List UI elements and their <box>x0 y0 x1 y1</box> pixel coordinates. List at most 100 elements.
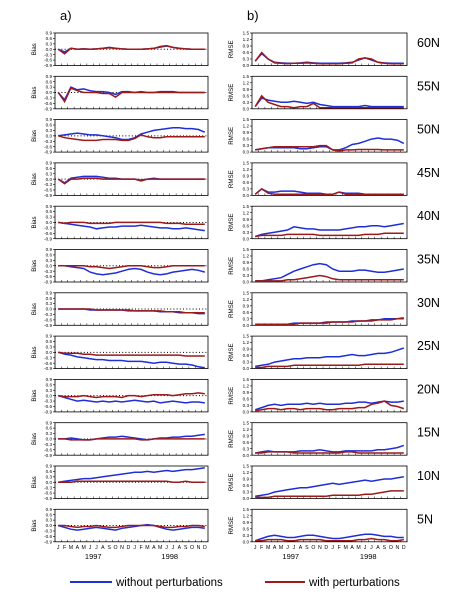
rmse-ylabel: RMSE <box>228 300 235 318</box>
bias-month-label: J <box>57 545 60 551</box>
rmse-ylabel: RMSE <box>228 170 235 188</box>
bias-ylabel: Bias <box>31 87 38 99</box>
bias-month-label: J <box>172 545 175 551</box>
rmse-ytick-label: 0.9 <box>243 347 250 352</box>
bias-ytick-label: 0.0 <box>46 307 53 312</box>
rmse-ylabel: RMSE <box>228 214 235 232</box>
bias-series-with <box>58 265 205 270</box>
rmse-ytick-label: 0.3 <box>243 316 250 321</box>
rmse-panel-60N: 1.51.2 0.90.6 0.30.0 RMSE <box>228 31 408 68</box>
rmse-ytick-label: 1.2 <box>243 470 250 475</box>
rmse-ytick-label: 1.2 <box>243 513 250 518</box>
rmse-ytick-label: 1.5 <box>243 290 250 295</box>
latitude-label: 35N <box>417 253 440 267</box>
bias-ytick-label: 0.6 <box>46 469 53 474</box>
bias-ytick-label: 0.3 <box>46 474 53 479</box>
bias-panel-35N: 0.90.60.30.0-0.3-0.6-0.9 Bias <box>31 247 209 285</box>
bias-panel-55N: 0.90.60.30.0-0.3-0.6-0.9 Bias <box>31 74 209 111</box>
bias-series-with <box>57 44 205 55</box>
bias-month-label: J <box>165 545 168 551</box>
rmse-series-with <box>254 187 404 196</box>
bias-month-label: F <box>63 545 66 551</box>
latitude-label: 60N <box>417 36 440 50</box>
bias-ytick-label: -0.3 <box>44 312 52 317</box>
bias-series-with <box>58 438 205 441</box>
bias-ytick-label: -0.6 <box>44 361 52 366</box>
bias-year-label: 1997 <box>85 552 102 561</box>
rmse-ytick-label: 0.6 <box>243 223 250 228</box>
bias-panel-25N: 0.90.60.30.0-0.3-0.6-0.9 Bias <box>31 334 209 371</box>
rmse-ytick-label: 1.5 <box>243 161 250 166</box>
bias-ytick-label: 0.0 <box>46 523 53 528</box>
rmse-ytick-label: 0.0 <box>243 150 250 155</box>
bias-ytick-label: -0.6 <box>44 317 52 322</box>
bias-ytick-label: -0.3 <box>44 139 52 144</box>
bias-series-with <box>58 351 205 357</box>
rmse-ylabel: RMSE <box>228 430 235 448</box>
rmse-ytick-label: 0.9 <box>243 217 250 222</box>
rmse-ytick-label: 0.0 <box>243 496 250 501</box>
bias-ytick-label: -0.3 <box>44 182 52 187</box>
bias-ytick-label: 0.0 <box>46 263 53 268</box>
legend-label-without: without perturbations <box>115 577 223 589</box>
rmse-ylabel: RMSE <box>228 343 235 361</box>
panel-label-b: b) <box>247 8 259 23</box>
rmse-month-label: O <box>389 545 393 551</box>
rmse-ytick-label: 0.6 <box>243 93 250 98</box>
rmse-series-with <box>255 537 404 542</box>
bias-month-label: N <box>120 545 124 551</box>
rmse-ytick-label: 1.5 <box>243 464 250 469</box>
bias-month-label: S <box>107 545 111 551</box>
rmse-month-label: O <box>311 545 315 551</box>
rmse-ytick-label: 0.6 <box>243 267 250 272</box>
rmse-ytick-label: 0.0 <box>243 63 250 68</box>
bias-ytick-label: -0.9 <box>44 106 52 111</box>
rmse-ytick-label: 0.9 <box>243 477 250 482</box>
rmse-ytick-label: 1.5 <box>243 204 250 209</box>
bias-panel-40N: 0.90.60.30.0-0.3-0.6-0.9 Bias <box>31 204 209 241</box>
bias-ytick-label: 0.3 <box>46 258 53 263</box>
bias-series-without <box>57 394 205 404</box>
bias-ylabel: Bias <box>31 216 38 228</box>
bias-ytick-label: 0.0 <box>46 47 53 52</box>
bias-ytick-label: -0.9 <box>44 539 52 544</box>
rmse-panel-30N: 1.5 1.20.9 0.60.3 0.0 RMSE <box>228 290 408 328</box>
rmse-month-label: D <box>324 545 328 551</box>
rmse-panel-5N: 1.51.2 0.90.6 0.30.0 RMSE <box>228 507 408 544</box>
bias-ytick-label: 0.6 <box>46 36 53 41</box>
rmse-ytick-label: 1.2 <box>243 124 250 129</box>
bias-panel-50N: 0.90.60.30.0-0.3-0.6-0.9 Bias <box>31 117 209 155</box>
rmse-month-label: F <box>338 545 341 551</box>
rmse-series-with <box>255 363 404 369</box>
latitude-label: 40N <box>417 209 440 223</box>
rmse-series-without <box>254 222 404 238</box>
bias-month-label: D <box>126 545 130 551</box>
rmse-series-with <box>255 490 404 499</box>
bias-ytick-label: -0.6 <box>44 274 52 279</box>
bias-ytick-label: 0.0 <box>46 393 53 398</box>
bias-ytick-label: -0.3 <box>44 269 52 274</box>
bias-series-without <box>58 221 205 232</box>
bias-ytick-label: 0.3 <box>46 301 53 306</box>
bias-ytick-label: -0.3 <box>44 225 52 230</box>
rmse-ytick-label: 1.2 <box>243 340 250 345</box>
bias-ylabel: Bias <box>31 433 38 445</box>
bias-month-label: M <box>145 545 149 551</box>
bias-ylabel: Bias <box>31 390 38 402</box>
rmse-ytick-label: 1.2 <box>243 297 250 302</box>
rmse-month-label: D <box>402 545 406 551</box>
latitude-label: 10N <box>417 469 440 483</box>
rmse-ytick-label: 0.3 <box>243 533 250 538</box>
rmse-panel-35N: 1.5 1.20.9 0.60.3 0.0 RMSE <box>228 247 408 285</box>
rmse-ytick-label: 0.6 <box>243 310 250 315</box>
rmse-panel-40N: 1.51.2 0.90.6 0.30.0 RMSE <box>228 204 408 241</box>
bias-ytick-label: 0.3 <box>46 128 53 133</box>
rmse-ytick-label: 0.3 <box>243 187 250 192</box>
bias-series-with <box>58 308 205 314</box>
bias-ylabel: Bias <box>31 43 38 55</box>
bias-ytick-label: 0.3 <box>46 518 53 523</box>
rmse-ytick-label: 1.5 <box>243 334 250 339</box>
bias-ylabel: Bias <box>31 130 38 142</box>
bias-ytick-label: -0.6 <box>44 534 52 539</box>
rmse-ytick-label: 0.6 <box>243 526 250 531</box>
